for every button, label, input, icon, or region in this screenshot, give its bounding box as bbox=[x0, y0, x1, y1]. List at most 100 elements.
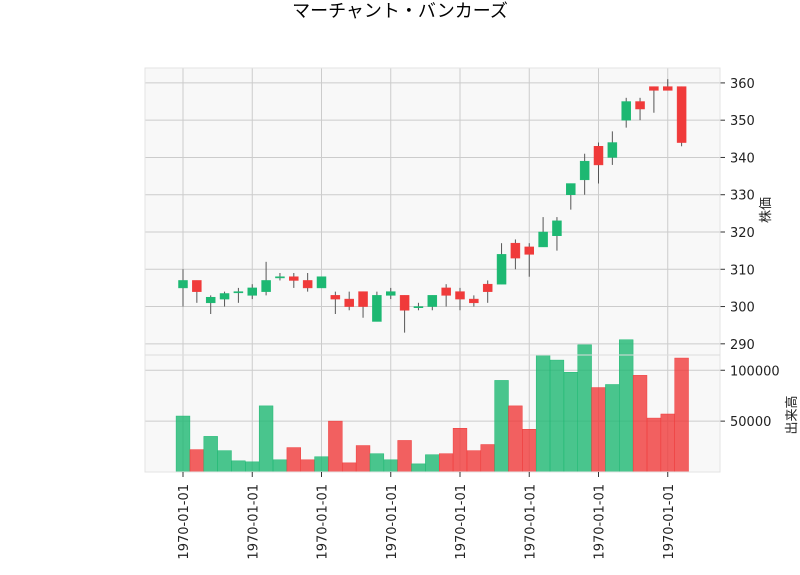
candle-body bbox=[538, 231, 548, 248]
candle-body bbox=[579, 160, 590, 181]
volume-bar bbox=[466, 450, 482, 473]
candle-body bbox=[275, 276, 285, 279]
candle-body bbox=[219, 293, 230, 300]
price-tick-label: 330 bbox=[730, 189, 755, 204]
candle-body bbox=[413, 306, 424, 308]
volume-bar bbox=[383, 459, 398, 473]
volume-bar bbox=[439, 453, 454, 473]
candle-body bbox=[566, 183, 576, 195]
volume-bar bbox=[508, 405, 523, 473]
x-tick-label: 1970-01-01 bbox=[316, 484, 331, 560]
price-panel: 290 300 310 320 330 340 350 360 bbox=[145, 68, 755, 355]
price-axis-label: 株価 bbox=[759, 197, 774, 223]
volume-bar bbox=[286, 447, 301, 473]
volume-bar bbox=[549, 359, 565, 473]
volume-axis-label: 出来高 bbox=[784, 395, 800, 434]
candle-body bbox=[330, 295, 341, 300]
volume-bar bbox=[605, 384, 620, 473]
volume-bar bbox=[342, 462, 357, 473]
x-tick-label: 1970-01-01 bbox=[662, 484, 677, 560]
volume-bar bbox=[646, 417, 662, 473]
candle-body bbox=[524, 246, 534, 255]
price-tick-label: 300 bbox=[730, 301, 755, 316]
volume-bar bbox=[411, 463, 426, 473]
candle-body bbox=[496, 254, 507, 285]
volume-bar bbox=[660, 413, 675, 473]
volume-bar bbox=[494, 380, 509, 473]
x-tick-label: 1970-01-01 bbox=[593, 484, 608, 560]
candle-body bbox=[344, 298, 354, 307]
x-tick-label: 1970-01-01 bbox=[523, 484, 538, 560]
volume-bar bbox=[203, 436, 218, 473]
x-tick-label: 1970-01-01 bbox=[177, 484, 192, 560]
volume-bar bbox=[328, 420, 343, 473]
volume-bar bbox=[674, 357, 689, 473]
candle-body bbox=[261, 280, 271, 292]
plot-frame bbox=[144, 67, 721, 473]
volume-bar bbox=[245, 461, 260, 473]
x-tick-label: 1970-01-01 bbox=[385, 484, 400, 560]
candle-body bbox=[399, 295, 410, 311]
price-tick-label: 340 bbox=[730, 151, 755, 166]
volume-bar bbox=[300, 459, 315, 473]
volume-bar bbox=[189, 449, 204, 473]
candle-body bbox=[427, 295, 438, 307]
candle-body bbox=[302, 280, 313, 289]
candle-body bbox=[358, 291, 368, 307]
x-tick-label: 1970-01-01 bbox=[454, 484, 469, 560]
volume-tick-label: 100000 bbox=[730, 364, 780, 379]
volume-bar bbox=[480, 444, 495, 473]
price-plot-area bbox=[145, 68, 720, 355]
volume-tick-label: 50000 bbox=[730, 415, 771, 430]
candle-body bbox=[441, 287, 451, 296]
price-tick-label: 320 bbox=[730, 226, 755, 241]
volume-bar bbox=[563, 372, 578, 473]
candle-body bbox=[649, 86, 659, 91]
candle-body bbox=[482, 283, 493, 292]
chart-title: マーチャント・バンカーズ bbox=[292, 1, 508, 22]
price-tick-label: 310 bbox=[730, 263, 755, 278]
candle-body bbox=[510, 242, 521, 259]
candle-body bbox=[635, 101, 645, 110]
x-tick-labels: 1970-01-01 1970-01-01 1970-01-01 1970-01-01… bbox=[177, 472, 677, 560]
volume-bar bbox=[175, 415, 191, 473]
volume-bar bbox=[272, 459, 288, 473]
candle-body bbox=[372, 295, 382, 322]
volume-bar bbox=[369, 453, 385, 473]
volume-bar bbox=[522, 429, 537, 473]
volume-bar bbox=[397, 440, 412, 473]
candle-body bbox=[192, 280, 202, 292]
volume-bar bbox=[619, 339, 634, 473]
volume-bar bbox=[535, 354, 551, 473]
candle-body bbox=[469, 298, 479, 304]
volume-bar bbox=[632, 375, 648, 473]
volume-bar bbox=[591, 387, 606, 473]
volume-panel: 50000 100000 bbox=[145, 339, 780, 473]
candle-body bbox=[676, 86, 687, 143]
candle-body bbox=[233, 291, 244, 294]
candle-body bbox=[316, 276, 327, 289]
candle-body bbox=[621, 101, 631, 121]
volume-bar bbox=[217, 450, 232, 473]
volume-bar bbox=[258, 405, 274, 473]
candle-body bbox=[178, 280, 188, 289]
x-tick-label: 1970-01-01 bbox=[246, 484, 261, 560]
volume-bar bbox=[425, 454, 440, 473]
price-tick-label: 360 bbox=[730, 77, 755, 92]
candle-body bbox=[663, 86, 673, 91]
candle-body bbox=[205, 296, 216, 304]
volume-bar bbox=[314, 456, 329, 473]
volume-bar bbox=[355, 445, 371, 473]
volume-bar bbox=[577, 344, 592, 473]
candle-body bbox=[593, 146, 604, 166]
candle-body bbox=[455, 291, 465, 300]
volume-bar bbox=[231, 460, 246, 473]
candle-body bbox=[247, 287, 257, 296]
candle-body bbox=[386, 291, 396, 296]
price-tick-label: 350 bbox=[730, 114, 755, 129]
candle-body bbox=[552, 220, 562, 236]
candle-body bbox=[607, 142, 618, 158]
candle-body bbox=[289, 276, 299, 281]
